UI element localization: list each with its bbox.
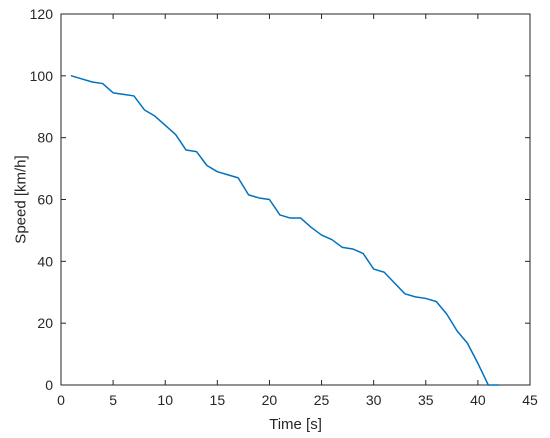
speed-series-line (70, 75, 500, 386)
x-tick-label: 35 (418, 392, 434, 408)
x-axis: 0 5 10 15 20 25 30 35 40 45 (57, 14, 538, 408)
y-tick-label: 80 (37, 130, 53, 146)
series-layer (70, 75, 500, 386)
x-tick-label: 40 (470, 392, 486, 408)
x-axis-label: Time [s] (269, 416, 322, 433)
y-tick-label: 40 (37, 253, 53, 269)
y-tick-label: 20 (37, 315, 53, 331)
x-tick-label: 45 (522, 392, 538, 408)
y-tick-label: 100 (30, 68, 54, 84)
y-tick-label: 120 (30, 6, 54, 22)
x-tick-label: 30 (366, 392, 382, 408)
x-tick-label: 20 (262, 392, 278, 408)
axes-frame (60, 13, 531, 386)
x-tick-label: 0 (57, 392, 65, 408)
y-axis-label: Speed [km/h] (12, 155, 29, 243)
x-tick-label: 5 (109, 392, 117, 408)
x-tick-label: 25 (314, 392, 330, 408)
y-tick-label: 60 (37, 192, 53, 208)
y-tick-label: 0 (45, 377, 53, 393)
x-tick-label: 15 (210, 392, 226, 408)
x-tick-label: 10 (157, 392, 173, 408)
y-axis: 0 20 40 60 80 100 120 (30, 6, 530, 393)
